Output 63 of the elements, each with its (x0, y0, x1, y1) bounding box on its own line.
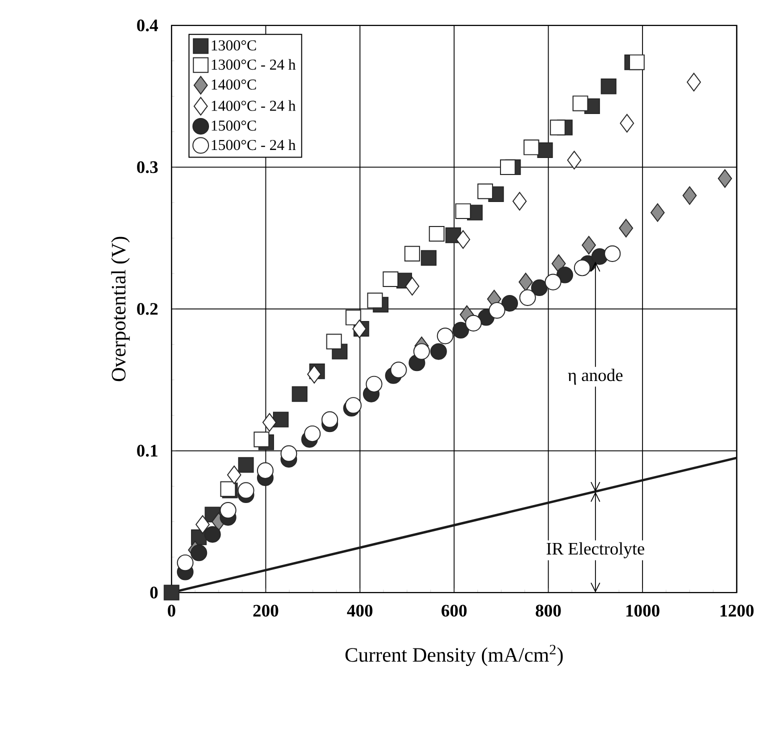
legend-label: 1300°C - 24 h (212, 58, 296, 70)
point (618, 218, 634, 238)
point (556, 266, 574, 284)
point (176, 554, 194, 571)
point (537, 142, 553, 158)
point (272, 412, 289, 428)
legend-label: 1300°C (212, 40, 256, 50)
point (256, 462, 274, 479)
annotation: η anode (568, 368, 623, 385)
point (420, 250, 437, 266)
point (531, 279, 548, 296)
point (650, 203, 665, 222)
point (600, 78, 616, 94)
point (574, 259, 591, 276)
x-tick-label: 200 (253, 604, 278, 617)
point (405, 276, 420, 296)
point (550, 120, 566, 136)
point (456, 230, 470, 249)
point (204, 526, 221, 543)
x-tick-label: 800 (536, 604, 561, 617)
point (238, 482, 254, 499)
y-tick-label: 0.3 (137, 161, 158, 174)
annotation: IR Electrolyte (546, 542, 644, 558)
point (500, 159, 516, 175)
y-tick-label: 0.4 (137, 19, 158, 32)
point (582, 236, 596, 254)
x-tick-label: 600 (442, 604, 467, 617)
point (682, 186, 697, 205)
point (164, 584, 180, 600)
point (718, 169, 732, 188)
point (321, 411, 338, 428)
point (518, 272, 533, 292)
point (238, 457, 254, 473)
point (390, 362, 407, 378)
point (307, 364, 322, 384)
point (280, 445, 298, 462)
point (367, 292, 383, 308)
point (629, 54, 645, 70)
point (488, 302, 506, 319)
legend-label: 1400°C (212, 79, 256, 90)
point (190, 544, 208, 562)
y-axis-title: Overpotential (V) (111, 236, 130, 382)
legend-label: 1500°C (212, 120, 256, 131)
x-tick-label: 1000 (626, 604, 660, 617)
point (292, 386, 308, 402)
point (345, 396, 362, 414)
point (413, 343, 430, 360)
point (254, 431, 270, 448)
legend-label: 1500°C - 24 h (212, 139, 296, 150)
y-tick-label: 0 (150, 586, 158, 598)
y-tick-label: 0.2 (137, 302, 158, 315)
point (501, 294, 518, 312)
point (430, 343, 447, 360)
x-tick-label: 0 (168, 604, 176, 617)
x-tick-label: 1200 (720, 604, 754, 617)
legend-label: 1400°C - 24 h (212, 100, 296, 111)
x-axis-title: Current Density (mA/cm$^{2}$) (345, 644, 563, 666)
point (452, 322, 470, 338)
point (552, 254, 566, 273)
y-tick-label: 0.1 (137, 444, 158, 457)
point (220, 502, 236, 519)
point (304, 425, 321, 442)
x-tick-label: 400 (347, 604, 372, 617)
